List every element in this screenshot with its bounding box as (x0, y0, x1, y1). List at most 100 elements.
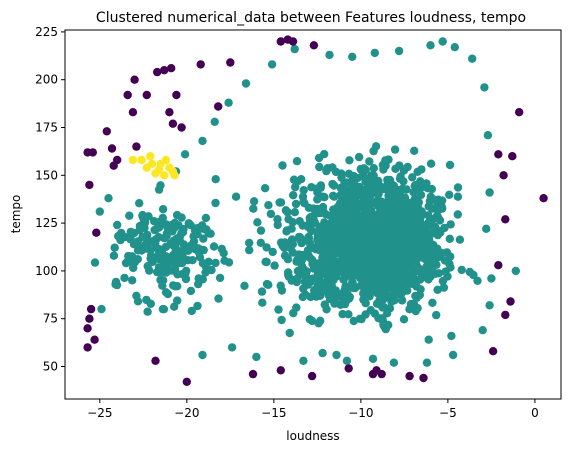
scatter-point-cluster-1 (313, 269, 323, 278)
scatter-point-cluster-0 (160, 66, 169, 75)
scatter-point-cluster-1 (482, 224, 491, 233)
scatter-point-cluster-1 (350, 195, 360, 205)
scatter-point-cluster-1 (447, 331, 456, 341)
scatter-point-cluster-0 (165, 108, 174, 117)
scatter-point-cluster-1 (211, 198, 220, 208)
scatter-point-cluster-1 (207, 265, 216, 275)
scatter-point-cluster-1 (410, 234, 419, 243)
scatter-point-cluster-1 (408, 173, 417, 182)
scatter-point-cluster-1 (315, 222, 325, 231)
scatter-point-cluster-1 (329, 181, 339, 190)
scatter-point-cluster-2 (160, 171, 169, 180)
scatter-point-cluster-0 (167, 63, 176, 73)
scatter-point-cluster-1 (117, 228, 126, 238)
scatter-point-cluster-1 (354, 152, 364, 162)
scatter-point-cluster-1 (365, 157, 374, 166)
scatter-point-cluster-1 (109, 251, 119, 260)
scatter-point-cluster-1 (357, 200, 367, 209)
scatter-point-cluster-1 (113, 220, 122, 230)
scatter-point-cluster-0 (539, 194, 548, 203)
scatter-point-cluster-2 (170, 171, 179, 180)
scatter-point-cluster-1 (432, 310, 441, 320)
scatter-point-cluster-1 (322, 305, 331, 314)
scatter-point-cluster-1 (90, 258, 100, 267)
scatter-point-cluster-1 (171, 282, 180, 291)
scatter-point-cluster-1 (172, 210, 182, 220)
scatter-point-cluster-1 (349, 178, 359, 187)
scatter-point-cluster-1 (186, 220, 195, 230)
scatter-point-cluster-1 (299, 356, 308, 365)
scatter-point-cluster-1 (162, 268, 171, 277)
scatter-point-cluster-1 (330, 210, 340, 219)
scatter-point-cluster-0 (501, 215, 510, 224)
scatter-point-cluster-1 (362, 246, 371, 255)
scatter-point-cluster-0 (153, 67, 162, 77)
scatter-point-cluster-1 (395, 250, 404, 259)
scatter-point-cluster-1 (344, 234, 354, 243)
scatter-point-cluster-1 (387, 297, 396, 306)
scatter-point-cluster-1 (297, 175, 306, 184)
scatter-point-cluster-1 (395, 231, 404, 241)
chart-title: Clustered numerical_data between Feature… (96, 10, 526, 26)
scatter-point-cluster-1 (394, 46, 404, 56)
scatter-point-cluster-1 (370, 264, 379, 274)
scatter-point-cluster-1 (337, 200, 347, 210)
scatter-point-cluster-1 (186, 286, 196, 296)
scatter-point-cluster-1 (398, 184, 407, 193)
scatter-point-cluster-1 (330, 247, 339, 256)
scatter-point-cluster-1 (379, 165, 388, 174)
scatter-point-cluster-1 (403, 229, 412, 239)
scatter-point-cluster-1 (402, 275, 411, 284)
scatter-point-cluster-1 (381, 156, 390, 165)
scatter-point-cluster-1 (211, 258, 220, 268)
scatter-point-cluster-1 (274, 305, 283, 314)
scatter-point-cluster-1 (424, 275, 433, 284)
scatter-point-cluster-1 (258, 298, 267, 307)
scatter-point-cluster-1 (158, 205, 168, 214)
scatter-point-cluster-1 (398, 263, 407, 272)
scatter-point-cluster-1 (417, 272, 426, 282)
scatter-point-cluster-1 (299, 186, 308, 195)
scatter-point-cluster-1 (423, 250, 432, 259)
scatter-point-cluster-1 (446, 252, 455, 261)
scatter-point-cluster-1 (425, 218, 435, 227)
scatter-point-cluster-1 (411, 291, 420, 301)
scatter-point-cluster-1 (175, 236, 185, 245)
scatter-point-cluster-1 (465, 267, 474, 277)
scatter-point-cluster-1 (135, 221, 145, 231)
scatter-point-cluster-1 (440, 223, 449, 233)
scatter-point-cluster-1 (285, 328, 294, 338)
scatter-point-cluster-0 (90, 335, 99, 344)
scatter-point-cluster-1 (345, 215, 355, 225)
scatter-point-cluster-1 (156, 181, 165, 190)
scatter-point-cluster-1 (154, 254, 164, 264)
scatter-point-cluster-0 (151, 356, 160, 365)
scatter-point-cluster-1 (433, 285, 442, 294)
scatter-point-cluster-1 (198, 259, 208, 268)
scatter-point-cluster-1 (97, 304, 106, 314)
scatter-point-cluster-1 (376, 274, 386, 283)
scatter-point-cluster-1 (158, 281, 167, 290)
scatter-point-cluster-0 (83, 343, 92, 352)
scatter-point-cluster-1 (389, 358, 399, 367)
scatter-point-cluster-1 (292, 274, 301, 284)
scatter-point-cluster-1 (369, 164, 378, 173)
scatter-point-cluster-1 (368, 354, 378, 363)
scatter-point-cluster-1 (413, 245, 422, 255)
scatter-point-cluster-1 (314, 285, 323, 294)
scatter-point-cluster-1 (276, 198, 286, 207)
scatter-point-cluster-1 (445, 160, 455, 170)
scatter-point-cluster-1 (354, 188, 364, 197)
scatter-point-cluster-0 (214, 102, 223, 111)
scatter-point-cluster-1 (426, 159, 436, 168)
x-tick-label: −5 (439, 406, 457, 420)
scatter-point-cluster-1 (417, 165, 426, 174)
scatter-point-cluster-1 (289, 175, 299, 184)
scatter-point-cluster-0 (172, 90, 181, 100)
scatter-point-cluster-1 (159, 305, 169, 314)
scatter-point-cluster-1 (291, 182, 300, 192)
scatter-point-cluster-0 (130, 75, 139, 84)
scatter-point-cluster-1 (171, 247, 180, 257)
scatter-point-cluster-0 (128, 108, 138, 117)
scatter-point-cluster-1 (351, 242, 360, 251)
